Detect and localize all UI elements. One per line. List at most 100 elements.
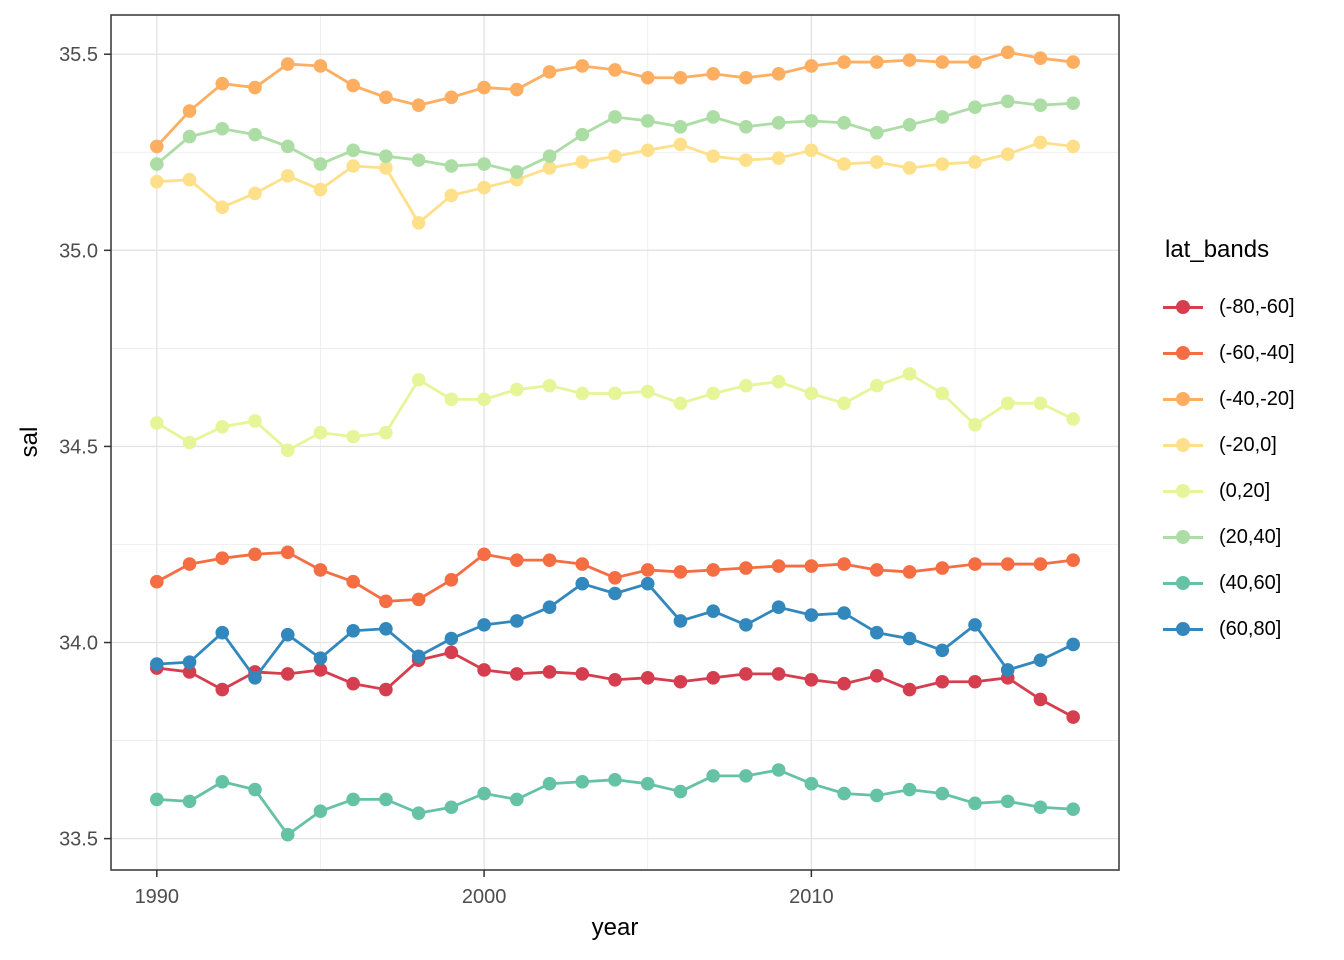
data-point — [935, 157, 950, 171]
data-point — [248, 782, 262, 797]
y-tick-label: 35.5 — [59, 44, 98, 66]
series-(-60,-40] — [150, 545, 1080, 609]
data-point — [477, 618, 491, 632]
data-point — [477, 180, 491, 195]
data-point — [575, 59, 590, 73]
data-point — [346, 792, 360, 807]
data-point — [477, 392, 491, 407]
data-point — [542, 553, 557, 567]
gridlines-major — [111, 15, 1119, 870]
axis-ticks — [104, 53, 813, 877]
data-point — [379, 425, 393, 440]
data-point — [477, 80, 491, 95]
data-point — [902, 53, 917, 67]
data-point — [150, 574, 164, 589]
data-point — [706, 671, 720, 685]
data-point — [870, 625, 884, 640]
data-point — [870, 378, 884, 393]
data-point — [640, 70, 655, 85]
data-point — [182, 172, 197, 187]
data-point — [248, 186, 262, 201]
data-point — [150, 139, 164, 154]
data-point — [150, 657, 164, 671]
data-point — [1033, 800, 1048, 815]
data-point — [346, 623, 360, 638]
data-point — [968, 796, 982, 811]
data-point — [313, 182, 328, 197]
data-point — [411, 216, 426, 230]
data-point — [902, 367, 917, 381]
data-point — [706, 149, 720, 163]
data-point — [804, 672, 819, 687]
data-point — [608, 586, 622, 601]
data-point — [771, 67, 786, 81]
series-(0,20] — [150, 367, 1080, 458]
data-point — [935, 386, 950, 401]
data-point — [902, 118, 917, 132]
series-(60,80] — [150, 576, 1080, 685]
data-point — [182, 665, 197, 679]
legend-key-icon — [1163, 438, 1203, 452]
data-point — [640, 114, 655, 128]
data-point — [608, 772, 622, 787]
data-point — [673, 784, 688, 799]
legend-key-icon — [1163, 622, 1203, 636]
data-point — [411, 372, 426, 387]
data-point — [1000, 663, 1015, 677]
data-point — [673, 614, 688, 628]
data-point — [837, 396, 851, 411]
data-point — [1033, 51, 1048, 65]
legend-item: (-40,-20] — [1163, 376, 1295, 422]
data-point — [346, 143, 360, 158]
data-point — [182, 104, 197, 118]
data-point — [510, 614, 524, 628]
data-point — [804, 386, 819, 401]
data-point — [739, 378, 753, 393]
data-point — [1066, 637, 1080, 652]
data-point — [968, 618, 982, 632]
data-point — [542, 149, 557, 163]
data-point — [346, 574, 360, 589]
data-point — [215, 121, 230, 136]
data-point — [771, 600, 786, 615]
series-(40,60] — [150, 763, 1080, 842]
data-point — [870, 669, 884, 683]
data-point — [280, 57, 295, 71]
data-point — [1066, 802, 1080, 817]
data-point — [248, 127, 262, 142]
data-point — [968, 55, 982, 69]
data-point — [182, 557, 197, 571]
data-point — [1033, 135, 1048, 150]
data-point — [968, 155, 982, 169]
data-point — [837, 116, 851, 130]
data-point — [215, 76, 230, 91]
data-point — [1000, 557, 1015, 571]
data-point — [1000, 45, 1015, 60]
data-point — [510, 165, 524, 179]
legend-title: lat_bands — [1165, 236, 1270, 263]
legend-label: (-40,-20] — [1219, 387, 1295, 410]
legend-key-icon — [1163, 576, 1203, 590]
data-point — [837, 55, 851, 69]
data-point — [575, 155, 590, 169]
data-point — [477, 786, 491, 801]
data-point — [968, 418, 982, 432]
data-point — [673, 70, 688, 85]
series-(-40,-20] — [150, 45, 1080, 154]
data-point — [542, 776, 557, 791]
data-point — [935, 643, 950, 658]
data-point — [902, 782, 917, 797]
data-point — [313, 651, 328, 666]
data-point — [411, 98, 426, 113]
data-point — [837, 557, 851, 571]
data-point — [215, 682, 230, 697]
data-point — [804, 59, 819, 73]
data-point — [1066, 96, 1080, 111]
data-point — [182, 435, 197, 450]
data-point — [870, 788, 884, 803]
data-point — [739, 153, 753, 167]
data-point — [510, 667, 524, 681]
data-point — [771, 151, 786, 165]
data-point — [444, 159, 459, 173]
data-point — [608, 149, 622, 163]
